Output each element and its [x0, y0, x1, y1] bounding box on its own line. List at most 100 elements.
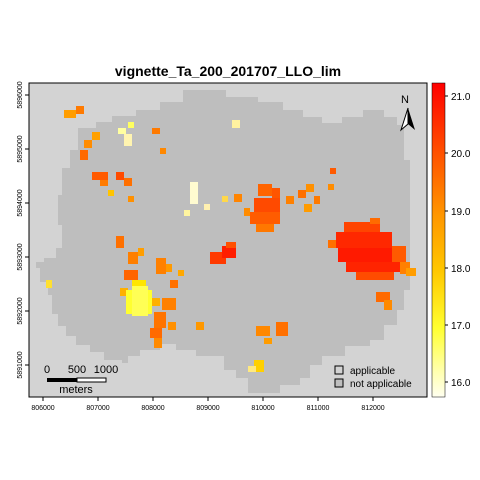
raster-cell — [328, 184, 334, 190]
x-tick-label: 810000 — [251, 405, 274, 412]
raster-cell — [100, 180, 108, 186]
raster-cell — [370, 218, 380, 224]
north-arrow-icon: N — [399, 94, 415, 132]
raster-cell — [152, 128, 160, 134]
scale-bar-segment-black — [47, 378, 77, 382]
scale-unit: meters — [59, 384, 93, 396]
y-tick-label: 5896000 — [17, 81, 24, 108]
raster-cell — [154, 312, 166, 328]
raster-cell — [156, 258, 166, 274]
raster-cell — [204, 204, 210, 210]
raster-cell — [124, 178, 132, 186]
raster-cell — [330, 168, 336, 174]
raster-cell — [116, 236, 124, 248]
raster-cell — [346, 262, 402, 272]
x-tick-label: 807000 — [86, 405, 109, 412]
raster-cell — [46, 280, 52, 288]
raster-cell — [384, 300, 392, 310]
raster-cell — [258, 184, 272, 196]
raster-cell — [298, 190, 306, 198]
raster-cell — [244, 208, 250, 216]
raster-cell — [118, 128, 126, 134]
raster-cell — [250, 212, 280, 224]
legend-swatch-applicable — [334, 365, 344, 375]
raster-cell — [222, 196, 228, 202]
raster-cell — [160, 148, 166, 154]
raster-cell — [128, 122, 134, 128]
colorbar-tick-label: 20.0 — [451, 149, 471, 160]
raster-cell — [92, 132, 100, 140]
raster-cell — [76, 106, 84, 114]
raster-cell — [132, 280, 146, 290]
raster-cell — [128, 252, 138, 264]
raster-cell — [92, 172, 108, 180]
y-tick-label: 5892000 — [17, 297, 24, 324]
north-label: N — [401, 94, 409, 106]
raster-cell — [328, 240, 336, 248]
raster-cell — [306, 184, 314, 192]
raster-cell — [154, 338, 162, 348]
legend-swatch-not-applicable — [334, 378, 344, 388]
colorbar-tick-label: 17.0 — [451, 321, 471, 332]
colorbar-tick-label: 19.0 — [451, 207, 471, 218]
raster-cell — [254, 198, 280, 212]
raster-cell — [128, 196, 134, 202]
raster-cell — [80, 150, 88, 160]
y-tick-label: 5895000 — [17, 135, 24, 162]
colorbar-gradient — [431, 82, 446, 398]
raster-cell — [286, 196, 294, 204]
raster-cell — [116, 172, 124, 180]
raster-cell — [344, 222, 380, 234]
raster-cell — [392, 246, 406, 262]
raster-cell — [272, 188, 280, 200]
x-tick-label: 812000 — [361, 405, 384, 412]
raster-cell — [152, 298, 160, 306]
raster-cell — [254, 360, 264, 372]
raster-cell — [120, 288, 128, 296]
raster-cell — [234, 194, 242, 202]
raster-cell — [170, 280, 178, 288]
x-tick-label: 808000 — [141, 405, 164, 412]
raster-cell — [232, 120, 240, 128]
raster-cell — [108, 190, 114, 196]
raster-cell — [256, 224, 274, 232]
raster-cell — [190, 182, 198, 204]
x-tick-label: 806000 — [31, 405, 54, 412]
map-panel — [28, 82, 428, 398]
colorbar-tick-label: 16.0 — [451, 378, 471, 389]
raster-cell — [84, 140, 92, 148]
raster-cell — [226, 242, 236, 248]
raster-cell — [400, 262, 410, 274]
raster-cell — [184, 210, 190, 216]
x-tick-label: 809000 — [196, 405, 219, 412]
raster-cell — [124, 270, 138, 280]
raster-cell — [406, 268, 416, 276]
raster-cell — [304, 204, 312, 212]
scale-bar: 0 500 1000 meters — [44, 364, 118, 396]
y-tick-label: 5893000 — [17, 243, 24, 270]
raster-cell — [276, 322, 288, 336]
colorbar-tick-label: 21.0 — [451, 92, 471, 103]
colorbar-tick-label: 18.0 — [451, 264, 471, 275]
scale-label-1000: 1000 — [94, 364, 118, 376]
raster-cell — [248, 366, 256, 372]
map-title: vignette_Ta_200_201707_LLO_lim — [115, 63, 341, 79]
raster-cell — [256, 326, 270, 336]
raster-cell — [168, 322, 176, 330]
legend-label-not-applicable: not applicable — [350, 379, 412, 390]
scale-label-0: 0 — [44, 364, 50, 376]
raster-cell — [196, 322, 204, 330]
raster-cell — [338, 248, 400, 262]
legend-label-applicable: applicable — [350, 366, 395, 377]
y-axis: 5891000 5892000 5893000 5894000 5895000 … — [17, 81, 29, 379]
raster-cell — [132, 286, 148, 316]
raster-cell — [150, 328, 162, 338]
y-tick-label: 5891000 — [17, 351, 24, 378]
scale-label-500: 500 — [68, 364, 86, 376]
raster-cell — [138, 248, 144, 256]
raster-cell — [376, 292, 390, 302]
raster-cell — [264, 338, 272, 344]
raster-cells — [46, 106, 416, 372]
raster-cell — [124, 134, 132, 146]
